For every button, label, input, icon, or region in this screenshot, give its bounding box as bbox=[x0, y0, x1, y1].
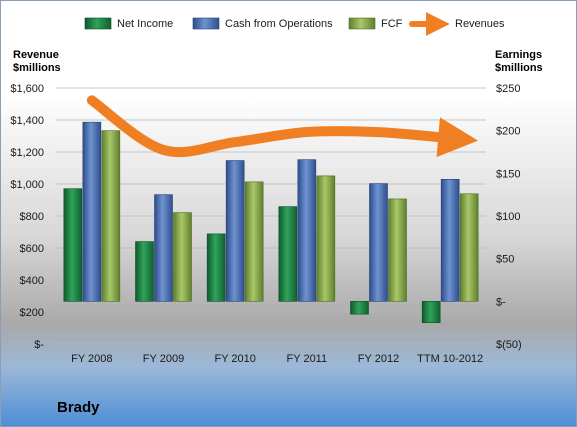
left-tick-label: $- bbox=[34, 339, 44, 351]
bar-fcf bbox=[173, 212, 192, 302]
bar-fcf bbox=[459, 193, 479, 302]
right-tick-label: $- bbox=[496, 296, 506, 308]
category-label: TTM 10-2012 bbox=[417, 353, 483, 365]
bar-cash-from-operations bbox=[225, 160, 245, 302]
bar-series bbox=[63, 121, 479, 323]
bar-cash-from-operations bbox=[297, 159, 317, 302]
left-axis-title-line-2: $millions bbox=[13, 62, 61, 74]
gridlines bbox=[56, 87, 486, 345]
left-tick-label: $800 bbox=[20, 211, 44, 223]
legend-label-fcf: FCF bbox=[381, 18, 403, 30]
left-axis-ticks: $- $200 $400 $600 $800 $1,000 $1,200 $1,400 $1,6… bbox=[10, 83, 44, 351]
bar-cash-from-operations bbox=[82, 121, 102, 302]
category-label: FY 2008 bbox=[71, 353, 112, 365]
right-axis-title-line-2: $millions bbox=[495, 62, 543, 74]
bar-cash-from-operations bbox=[154, 194, 173, 302]
company-name: Brady bbox=[57, 399, 100, 416]
bar-cash-from-operations bbox=[440, 179, 460, 302]
right-tick-label: $150 bbox=[496, 168, 520, 180]
left-tick-label: $1,600 bbox=[10, 83, 44, 95]
bar-fcf bbox=[244, 181, 264, 302]
right-tick-label: $50 bbox=[496, 254, 514, 266]
right-axis-title-line-1: Earnings bbox=[495, 49, 542, 61]
right-tick-label: $200 bbox=[496, 126, 520, 138]
legend-swatch-cash-from-operations bbox=[192, 17, 220, 30]
bar-net-income bbox=[278, 206, 298, 302]
bar-fcf bbox=[316, 175, 336, 302]
right-tick-label: $(50) bbox=[496, 339, 522, 351]
left-tick-label: $400 bbox=[20, 275, 44, 287]
bar-net-income bbox=[421, 301, 441, 323]
right-tick-label: $250 bbox=[496, 83, 520, 95]
legend-label-net-income: Net Income bbox=[117, 18, 173, 30]
left-tick-label: $1,400 bbox=[10, 115, 44, 127]
right-tick-label: $100 bbox=[496, 211, 520, 223]
bar-net-income bbox=[63, 188, 83, 302]
category-label: FY 2012 bbox=[358, 353, 399, 365]
bar-net-income bbox=[206, 233, 226, 302]
legend-swatch-fcf bbox=[348, 17, 376, 30]
legend-label-cash-from-operations: Cash from Operations bbox=[225, 18, 333, 30]
left-tick-label: $200 bbox=[20, 307, 44, 319]
left-axis-title-line-1: Revenue bbox=[13, 49, 59, 61]
bar-net-income bbox=[350, 301, 369, 315]
category-label: FY 2010 bbox=[214, 353, 255, 365]
legend: Net Income Cash from Operations FCF Reve… bbox=[84, 12, 505, 36]
left-tick-label: $1,200 bbox=[10, 147, 44, 159]
bar-cash-from-operations bbox=[369, 183, 388, 302]
revenue-series bbox=[86, 95, 479, 158]
bar-fcf bbox=[388, 198, 407, 302]
category-labels: FY 2008 FY 2009 FY 2010 FY 2011 FY 2012 TTM 1… bbox=[71, 353, 483, 365]
bar-net-income bbox=[135, 241, 154, 302]
category-label: FY 2011 bbox=[287, 353, 328, 365]
right-axis-ticks: $(50) $- $50 $100 $150 $200 $250 bbox=[496, 83, 522, 351]
category-label: FY 2009 bbox=[143, 353, 184, 365]
revenue-line bbox=[86, 95, 479, 158]
left-tick-label: $1,000 bbox=[10, 179, 44, 191]
bar-fcf bbox=[101, 130, 121, 302]
legend-swatch-net-income bbox=[84, 17, 112, 30]
left-tick-label: $600 bbox=[20, 243, 44, 255]
legend-label-revenues: Revenues bbox=[455, 18, 505, 30]
